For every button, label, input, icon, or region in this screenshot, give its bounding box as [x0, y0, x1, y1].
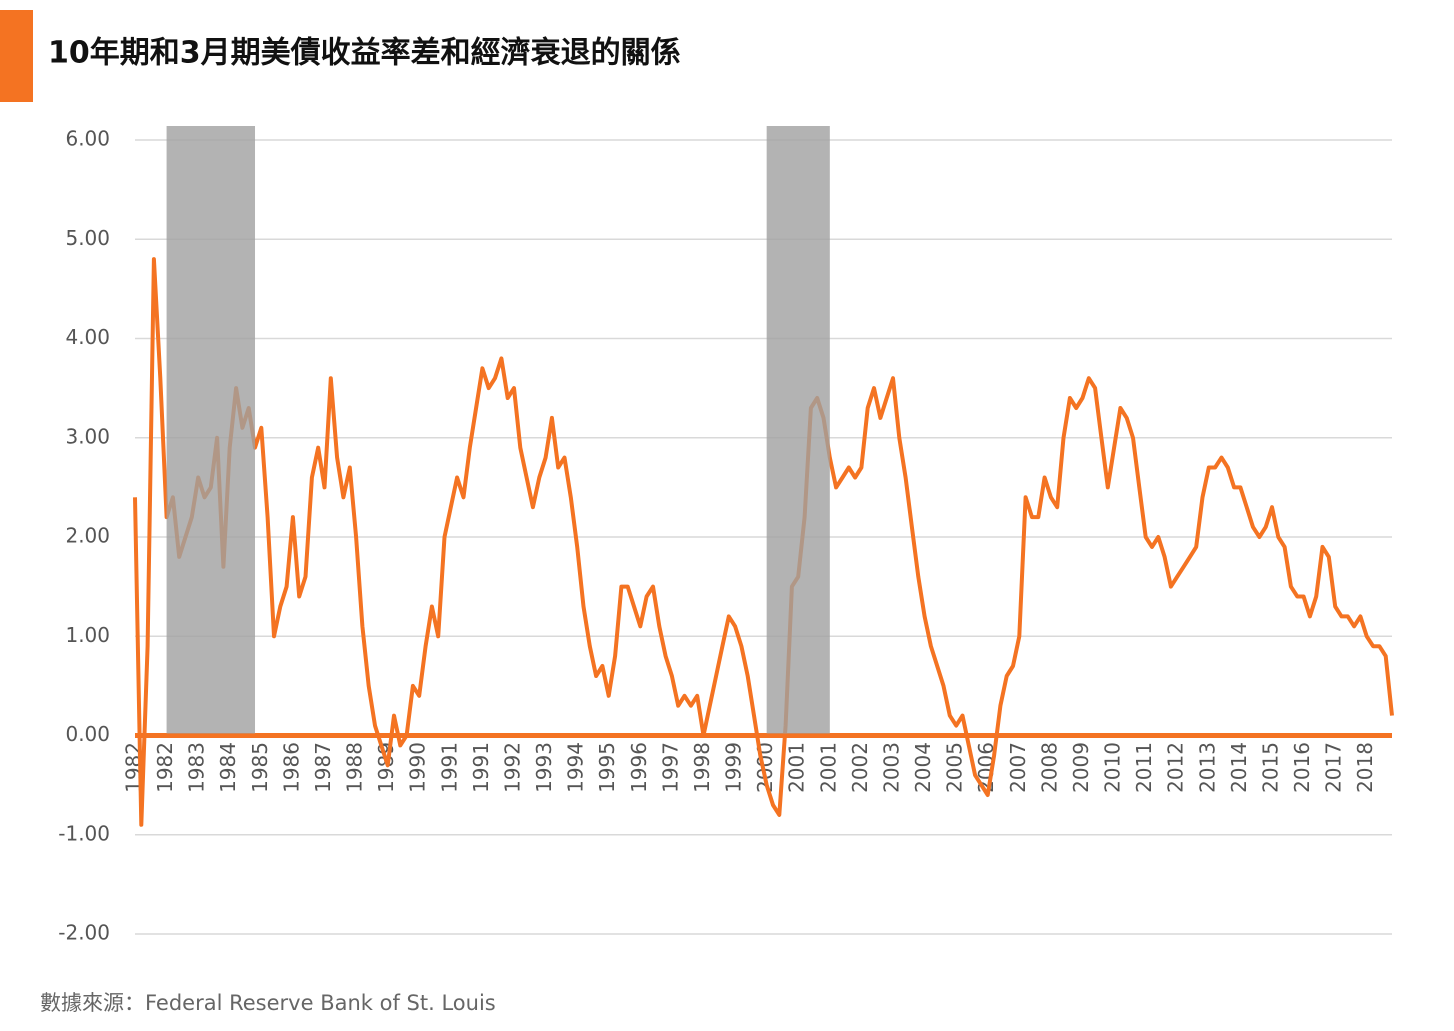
chart-title: 10年期和3月期美債收益率差和經濟衰退的關係 — [48, 36, 681, 71]
y-tick-label: -2.00 — [58, 921, 110, 945]
x-tick-label: 1982 — [153, 742, 177, 793]
source-note: 數據來源：Federal Reserve Bank of St. Louis — [40, 991, 496, 1015]
x-tick-label: 1998 — [690, 742, 714, 793]
y-tick-label: 5.00 — [65, 226, 110, 250]
x-tick-label: 1991 — [469, 742, 493, 793]
recession-band — [166, 126, 256, 734]
y-tick-label: 6.00 — [65, 127, 110, 151]
x-tick-label: 2005 — [943, 742, 967, 793]
x-tick-label: 2016 — [1290, 742, 1314, 793]
title-accent — [0, 10, 33, 102]
y-tick-label: -1.00 — [58, 821, 110, 845]
x-tick-label: 1988 — [343, 742, 367, 793]
x-tick-label: 2001 — [785, 742, 809, 793]
x-tick-label: 2015 — [1258, 742, 1282, 793]
x-tick-label: 1992 — [500, 742, 524, 793]
x-tick-label: 2009 — [1069, 742, 1093, 793]
x-tick-label: 2018 — [1353, 742, 1377, 793]
x-tick-label: 1991 — [437, 742, 461, 793]
x-tick-label: 2002 — [848, 742, 872, 793]
x-tick-label: 2003 — [879, 742, 903, 793]
y-tick-label: 0.00 — [65, 722, 110, 746]
x-tick-label: 2017 — [1322, 742, 1346, 793]
x-tick-label: 1986 — [279, 742, 303, 793]
y-tick-label: 2.00 — [65, 524, 110, 548]
x-tick-label: 1994 — [564, 742, 588, 793]
x-tick-label: 1984 — [216, 742, 240, 793]
x-tick-label: 1993 — [532, 742, 556, 793]
x-tick-label: 2008 — [1037, 742, 1061, 793]
x-tick-label: 1983 — [185, 742, 209, 793]
x-tick-label: 2007 — [1006, 742, 1030, 793]
x-tick-label: 1999 — [722, 742, 746, 793]
x-tick-label: 1990 — [406, 742, 430, 793]
y-tick-label: 1.00 — [65, 623, 110, 647]
x-tick-label: 1985 — [248, 742, 272, 793]
x-tick-label: 2001 — [816, 742, 840, 793]
y-tick-label: 3.00 — [65, 424, 110, 448]
x-tick-label: 2011 — [1132, 742, 1156, 793]
x-tick-label: 2013 — [1195, 742, 1219, 793]
recession-band — [766, 126, 830, 734]
x-tick-label: 1989 — [374, 742, 398, 793]
x-tick-label: 2012 — [1164, 742, 1188, 793]
x-tick-label: 1996 — [627, 742, 651, 793]
x-tick-label: 2014 — [1227, 742, 1251, 793]
spread-line — [133, 257, 1394, 827]
x-tick-label: 1995 — [595, 742, 619, 793]
y-tick-label: 4.00 — [65, 325, 110, 349]
x-tick-label: 2004 — [911, 742, 935, 793]
x-tick-label: 1997 — [658, 742, 682, 793]
x-tick-label: 1987 — [311, 742, 335, 793]
x-tick-label: 2010 — [1101, 742, 1125, 793]
